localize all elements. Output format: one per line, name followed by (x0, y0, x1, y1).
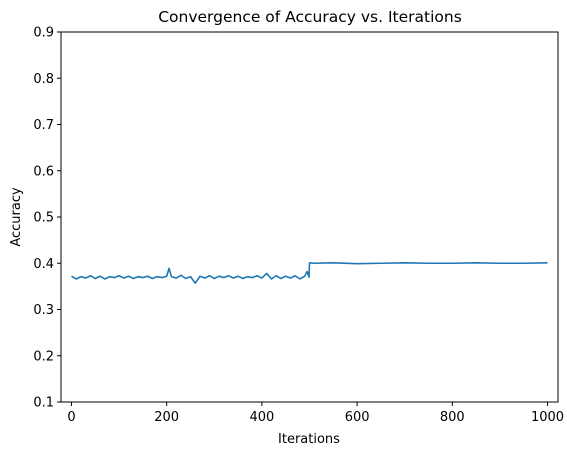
x-tick-label: 600 (345, 410, 370, 425)
y-tick-label: 0.5 (33, 211, 54, 226)
plot-area (71, 261, 548, 284)
x-axis: 0 200 400 600 800 1000 (67, 402, 564, 425)
plot-frame (60, 31, 559, 403)
y-tick-label: 0.3 (33, 303, 54, 318)
y-tick-label: 0.9 (33, 26, 54, 41)
y-tick-label: 0.6 (33, 164, 54, 179)
y-tick-label: 0.7 (33, 118, 54, 133)
x-tick-label: 0 (67, 410, 75, 425)
y-axis-label: Accuracy (9, 187, 24, 247)
chart-title: Convergence of Accuracy vs. Iterations (158, 8, 462, 26)
y-tick-label: 0.2 (33, 349, 54, 364)
y-axis: 0.1 0.2 0.3 0.4 0.5 0.6 0.7 0.8 0.9 (33, 26, 61, 411)
x-tick-label: 1000 (531, 410, 564, 425)
y-tick-label: 0.8 (33, 72, 54, 87)
y-tick-label: 0.1 (33, 396, 54, 411)
x-axis-label: Iterations (278, 432, 340, 447)
y-tick-label: 0.4 (33, 257, 54, 272)
x-tick-label: 800 (440, 410, 465, 425)
x-tick-label: 400 (249, 410, 274, 425)
accuracy-series-line (71, 261, 548, 284)
x-tick-label: 200 (154, 410, 179, 425)
